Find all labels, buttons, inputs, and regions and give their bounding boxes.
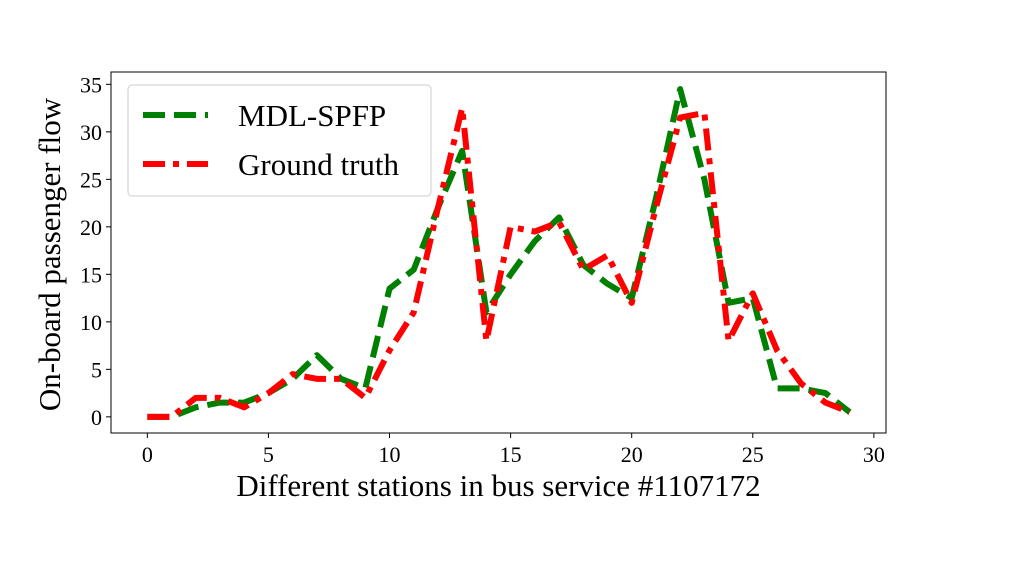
- x-tick-label: 10: [379, 442, 401, 467]
- x-tick-label: 30: [863, 442, 885, 467]
- plot-frame: [110, 71, 887, 434]
- y-tick-label: 30: [80, 120, 102, 145]
- x-axis-title: Different stations in bus service #11071…: [236, 468, 760, 503]
- y-tick-label: 25: [80, 167, 102, 192]
- x-axis: 0 5 10 15 20 25 30: [142, 433, 885, 467]
- legend-label-mdl-spfp: MDL-SPFP: [238, 98, 386, 133]
- plot-area: [147, 86, 852, 420]
- x-tick-label: 20: [621, 442, 643, 467]
- y-tick-label: 35: [80, 72, 102, 97]
- legend-box: [127, 84, 432, 197]
- series-line-mdl-spfp: [147, 86, 852, 420]
- y-axis: 0 5 10 15 20 25 30 35: [80, 72, 111, 430]
- y-axis-title: On-board passenger flow: [32, 97, 67, 411]
- legend-label-ground-truth: Ground truth: [238, 147, 400, 182]
- y-tick-label: 10: [80, 310, 102, 335]
- x-tick-label: 15: [500, 442, 522, 467]
- y-tick-label: 15: [80, 262, 102, 287]
- y-tick-label: 5: [91, 357, 102, 382]
- y-tick-label: 0: [91, 405, 102, 430]
- x-tick-label: 25: [742, 442, 764, 467]
- x-tick-label: 5: [263, 442, 274, 467]
- x-tick-label: 0: [142, 442, 153, 467]
- legend: MDL-SPFP Ground truth: [127, 84, 432, 197]
- y-tick-label: 20: [80, 215, 102, 240]
- series-line-ground-truth: [147, 105, 851, 420]
